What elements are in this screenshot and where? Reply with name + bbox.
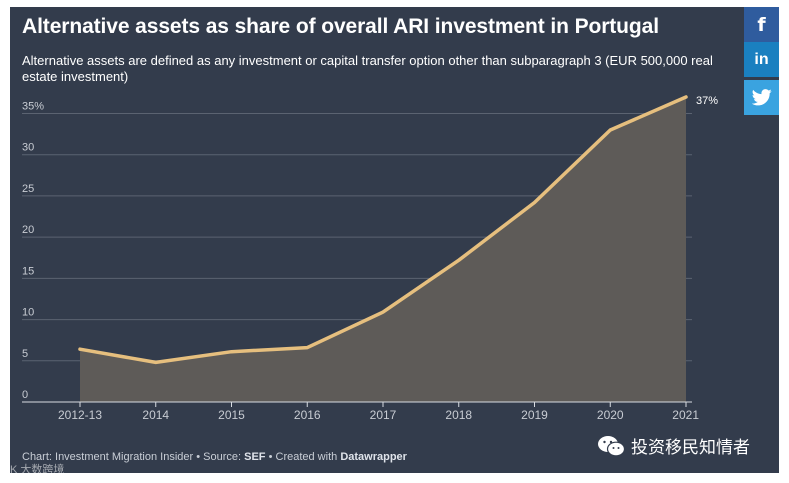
y-tick-label: 0 xyxy=(22,389,28,401)
y-tick-label: 15 xyxy=(22,265,34,277)
watermark-text: 投资移民知情者 xyxy=(631,438,750,457)
y-tick-label: 5 xyxy=(22,348,28,360)
footer-credit: Chart: Investment Migration Insider • So… xyxy=(22,451,245,463)
end-value-label: 37% xyxy=(696,95,718,107)
series-line xyxy=(78,95,688,365)
x-tick-label: 2020 xyxy=(597,408,624,422)
twitter-share-button[interactable] xyxy=(744,80,779,115)
x-tick-label: 2015 xyxy=(218,408,245,422)
y-tick-label: 20 xyxy=(22,224,34,236)
x-tick-label: 2014 xyxy=(142,408,169,422)
linkedin-icon: in xyxy=(754,50,769,68)
wechat-icon xyxy=(598,435,625,456)
x-tick-label: 2019 xyxy=(521,408,548,422)
facebook-share-button[interactable]: f xyxy=(744,7,779,42)
x-tick-label: 2012-13 xyxy=(58,408,102,422)
x-tick-label: 2018 xyxy=(445,408,472,422)
facebook-icon: f xyxy=(757,13,766,36)
source-link[interactable]: SEF xyxy=(244,451,266,463)
wechat-watermark: 投资移民知情者 xyxy=(597,433,750,458)
chart-subtitle: Alternative assets are defined as any in… xyxy=(22,53,713,84)
y-tick-label: 10 xyxy=(22,307,34,319)
chart-footer: Chart: Investment Migration Insider • So… xyxy=(22,451,407,463)
linkedin-share-button[interactable]: in xyxy=(744,42,779,77)
corner-watermark: K 大数跨境 xyxy=(10,464,65,476)
x-axis-labels: 2012-13 2014 2015 2016 2017 2018 2019 2020 2021 xyxy=(58,408,699,422)
x-tick-label: 2017 xyxy=(370,408,397,422)
chart-title: Alternative assets as share of overall A… xyxy=(22,15,659,38)
datawrapper-link[interactable]: Datawrapper xyxy=(340,451,407,463)
series-area xyxy=(80,97,686,402)
y-tick-label: 35% xyxy=(22,100,44,112)
y-tick-label: 25 xyxy=(22,183,34,195)
x-tick-label: 2016 xyxy=(294,408,321,422)
y-tick-label: 30 xyxy=(22,142,34,154)
y-axis-labels: 0 5 10 15 20 25 30 35% xyxy=(22,100,44,401)
x-axis-ticks xyxy=(79,402,687,407)
footer-created: • Created with xyxy=(265,451,341,463)
twitter-icon xyxy=(751,89,772,106)
x-tick-label: 2021 xyxy=(672,408,699,422)
